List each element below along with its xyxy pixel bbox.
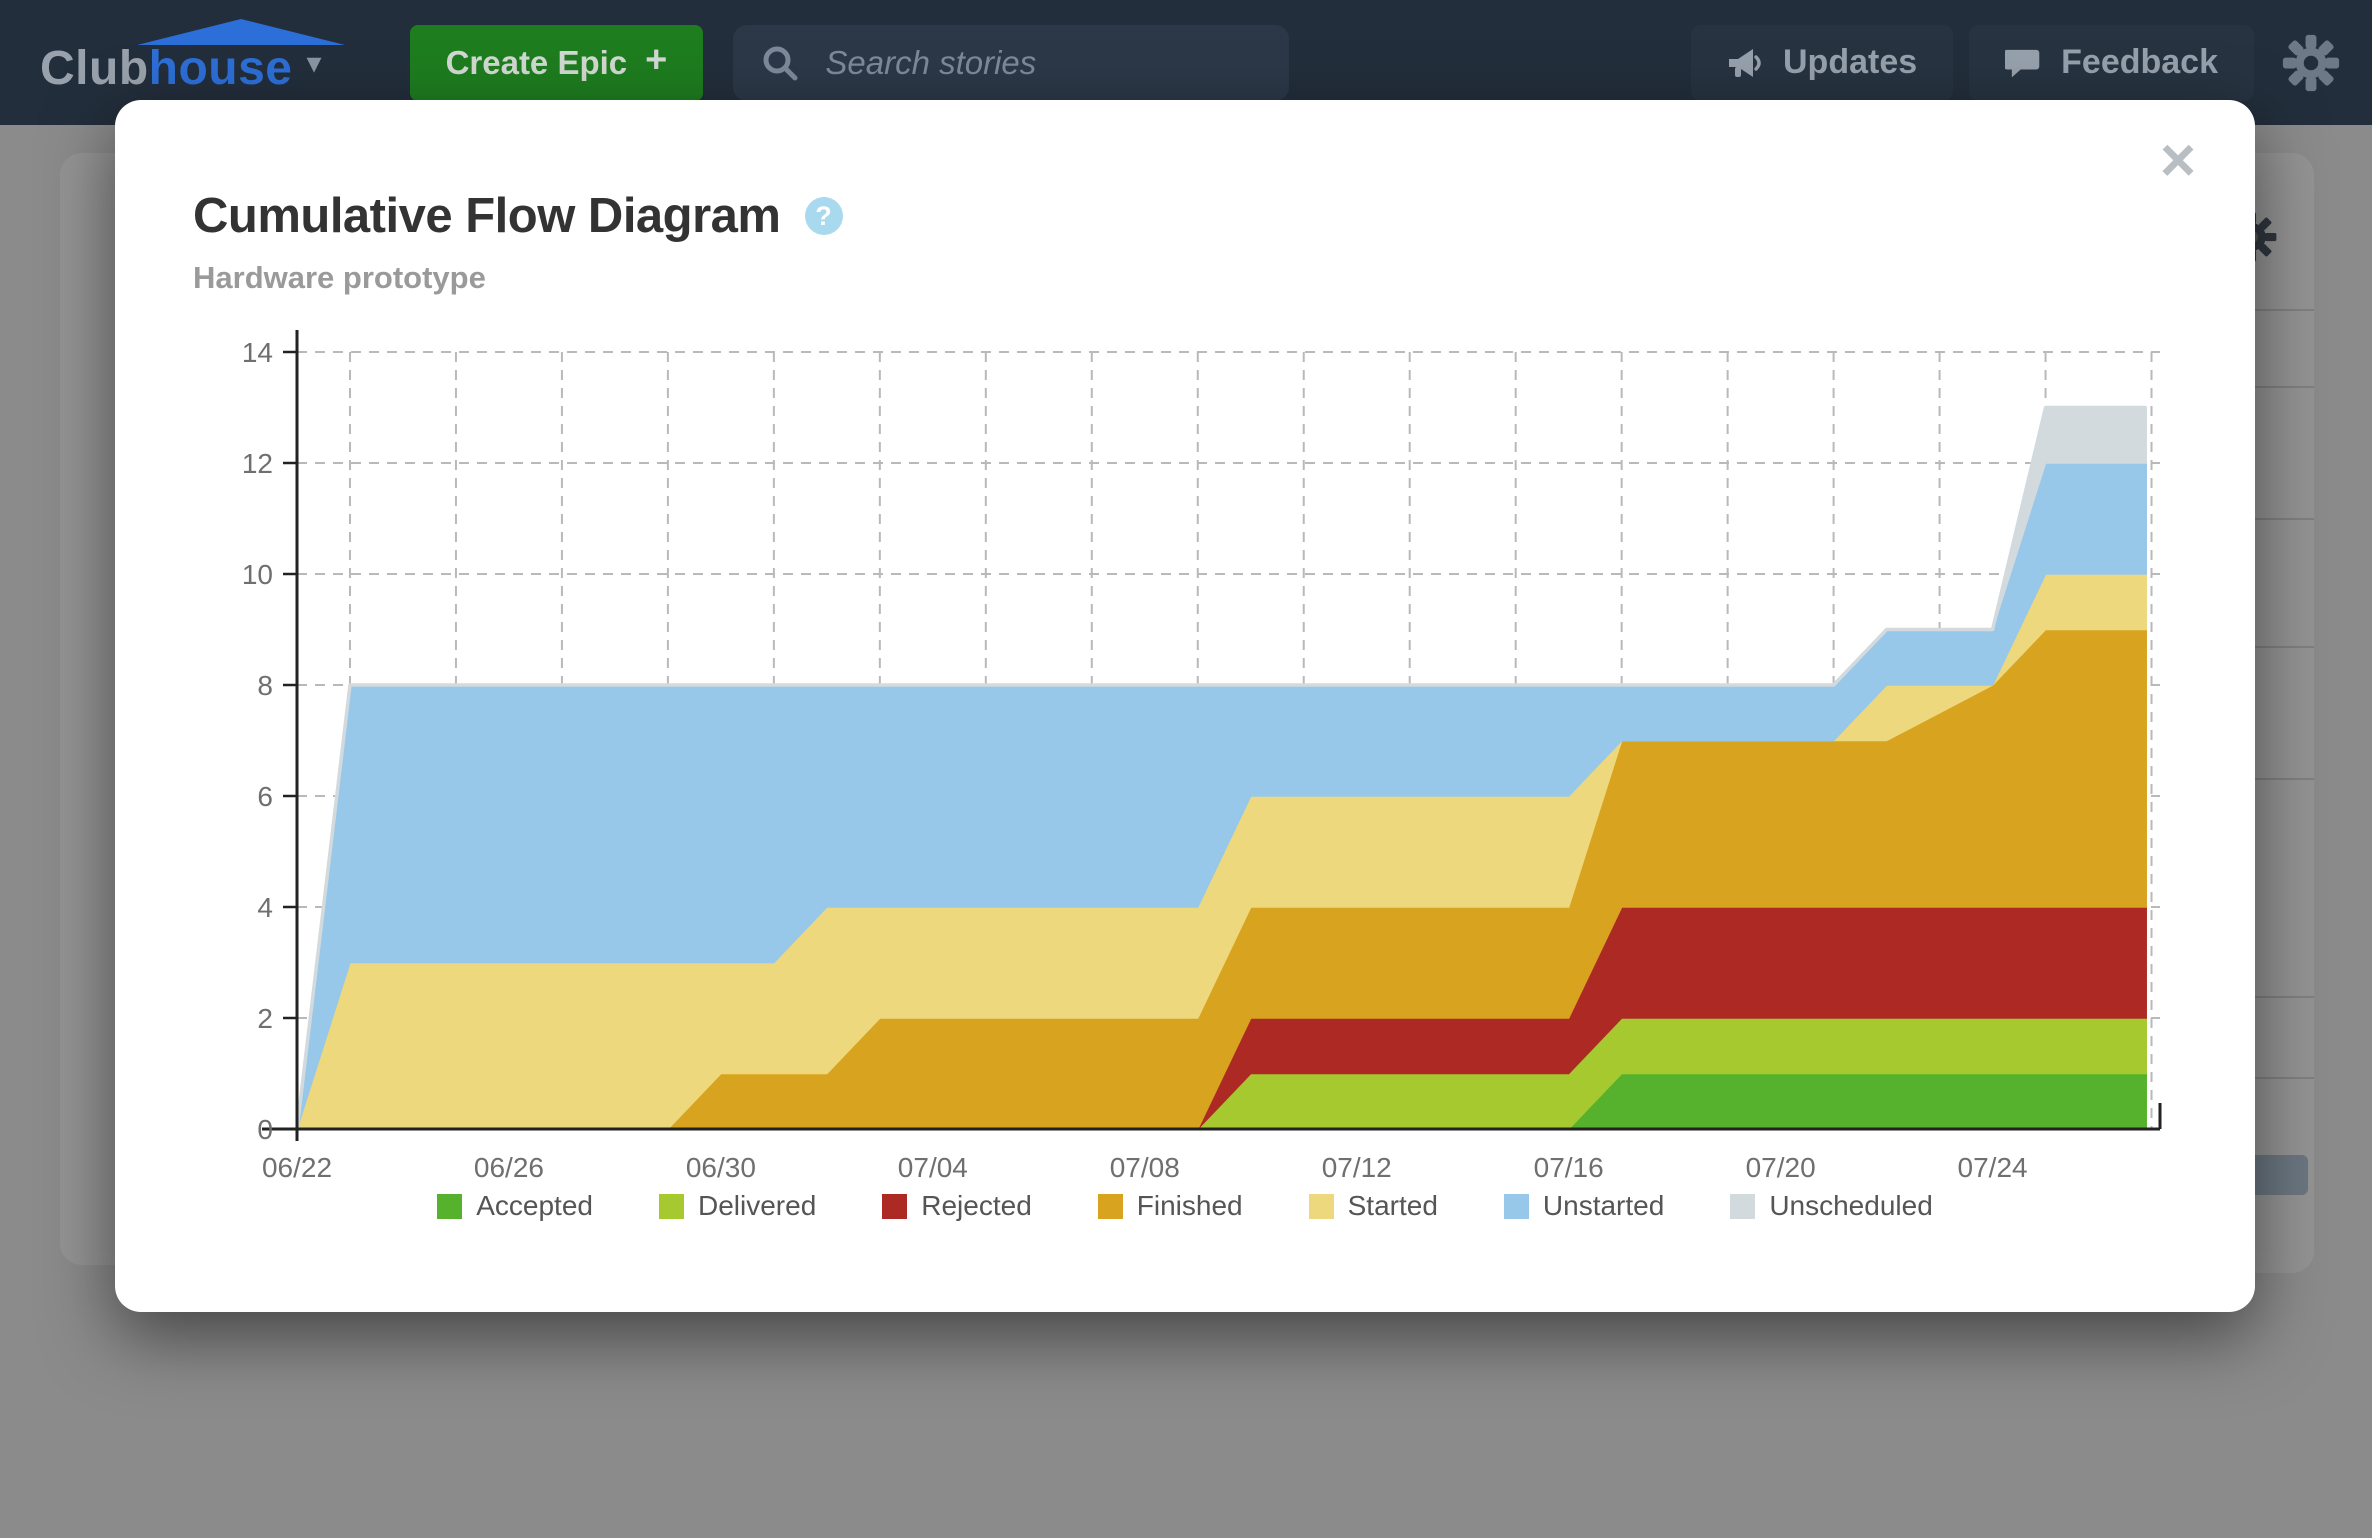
cumulative-flow-chart: 0 2 4 6 8 10 12 14 06/22 06/26 06/30 07/04 07/08 07/1… [242, 330, 2162, 1183]
svg-text:14: 14 [242, 337, 273, 368]
svg-text:07/24: 07/24 [1958, 1152, 2028, 1183]
legend-label: Accepted [476, 1190, 593, 1221]
legend-item-finished[interactable]: Finished [1097, 1190, 1243, 1222]
svg-text:07/20: 07/20 [1746, 1152, 1816, 1183]
svg-text:2: 2 [257, 1003, 273, 1034]
svg-text:06/26: 06/26 [474, 1152, 544, 1183]
legend-label: Started [1347, 1190, 1438, 1221]
svg-text:07/04: 07/04 [898, 1152, 968, 1183]
legend-swatch-finished [1097, 1193, 1123, 1219]
updates-button[interactable]: Updates [1691, 24, 1954, 101]
search-box [733, 24, 1290, 101]
legend-swatch-delivered [658, 1193, 684, 1219]
feedback-button[interactable]: Feedback [1969, 24, 2254, 101]
legend-label: Unscheduled [1769, 1190, 1933, 1221]
search-input[interactable] [733, 24, 1290, 101]
legend-swatch-rejected [882, 1193, 908, 1219]
gear-icon[interactable] [2282, 34, 2340, 92]
search-icon [763, 46, 798, 80]
chart-legend: Accepted Delivered Rejected Finished Started… [115, 1190, 2255, 1222]
chevron-down-icon: ▾ [306, 46, 322, 80]
feedback-label: Feedback [2061, 43, 2218, 81]
legend-item-unstarted[interactable]: Unstarted [1503, 1190, 1665, 1222]
updates-label: Updates [1783, 43, 1918, 81]
legend-label: Delivered [697, 1190, 817, 1221]
svg-text:10: 10 [242, 559, 273, 590]
create-epic-button[interactable]: Create Epic + [409, 24, 704, 101]
legend-item-started[interactable]: Started [1308, 1190, 1438, 1222]
legend-swatch-started [1308, 1193, 1334, 1219]
legend-label: Unstarted [1542, 1190, 1665, 1221]
speech-bubble-icon [2005, 49, 2040, 77]
plus-icon: + [645, 39, 668, 81]
svg-text:07/16: 07/16 [1534, 1152, 1604, 1183]
create-epic-label: Create Epic [445, 43, 628, 81]
close-icon[interactable]: × [2143, 126, 2213, 196]
nav-right-group: Updates Feedback [1675, 24, 2372, 101]
logo-text-house: house [136, 18, 345, 93]
epic-name-subtitle: Hardware prototype [193, 260, 486, 295]
page-title: Cumulative Flow Diagram [193, 189, 781, 243]
help-icon[interactable]: ? [804, 197, 843, 235]
legend-swatch-unscheduled [1730, 1193, 1756, 1219]
svg-text:0: 0 [257, 1114, 273, 1145]
legend-swatch-accepted [437, 1193, 463, 1219]
clubhouse-logo-menu[interactable]: Club house ▾ [40, 18, 345, 92]
legend-label: Rejected [921, 1190, 1032, 1221]
svg-text:4: 4 [257, 892, 273, 923]
svg-text:06/22: 06/22 [262, 1152, 332, 1183]
megaphone-icon [1729, 48, 1761, 77]
legend-item-rejected[interactable]: Rejected [882, 1190, 1032, 1222]
svg-text:06/30: 06/30 [686, 1152, 756, 1183]
modal-header: Cumulative Flow Diagram ? [193, 188, 843, 244]
svg-text:07/08: 07/08 [1110, 1152, 1180, 1183]
legend-item-delivered[interactable]: Delivered [658, 1190, 817, 1222]
cumulative-flow-modal: Cumulative Flow Diagram ? Hardware proto… [115, 100, 2255, 1312]
roof-icon [136, 18, 345, 45]
svg-text:12: 12 [242, 448, 273, 479]
legend-item-accepted[interactable]: Accepted [437, 1190, 593, 1222]
legend-item-unscheduled[interactable]: Unscheduled [1730, 1190, 1933, 1222]
svg-text:07/12: 07/12 [1322, 1152, 1392, 1183]
legend-swatch-unstarted [1503, 1193, 1529, 1219]
svg-text:8: 8 [257, 670, 273, 701]
logo-text-club: Club [40, 41, 149, 95]
legend-label: Finished [1136, 1190, 1243, 1221]
svg-text:6: 6 [257, 781, 273, 812]
